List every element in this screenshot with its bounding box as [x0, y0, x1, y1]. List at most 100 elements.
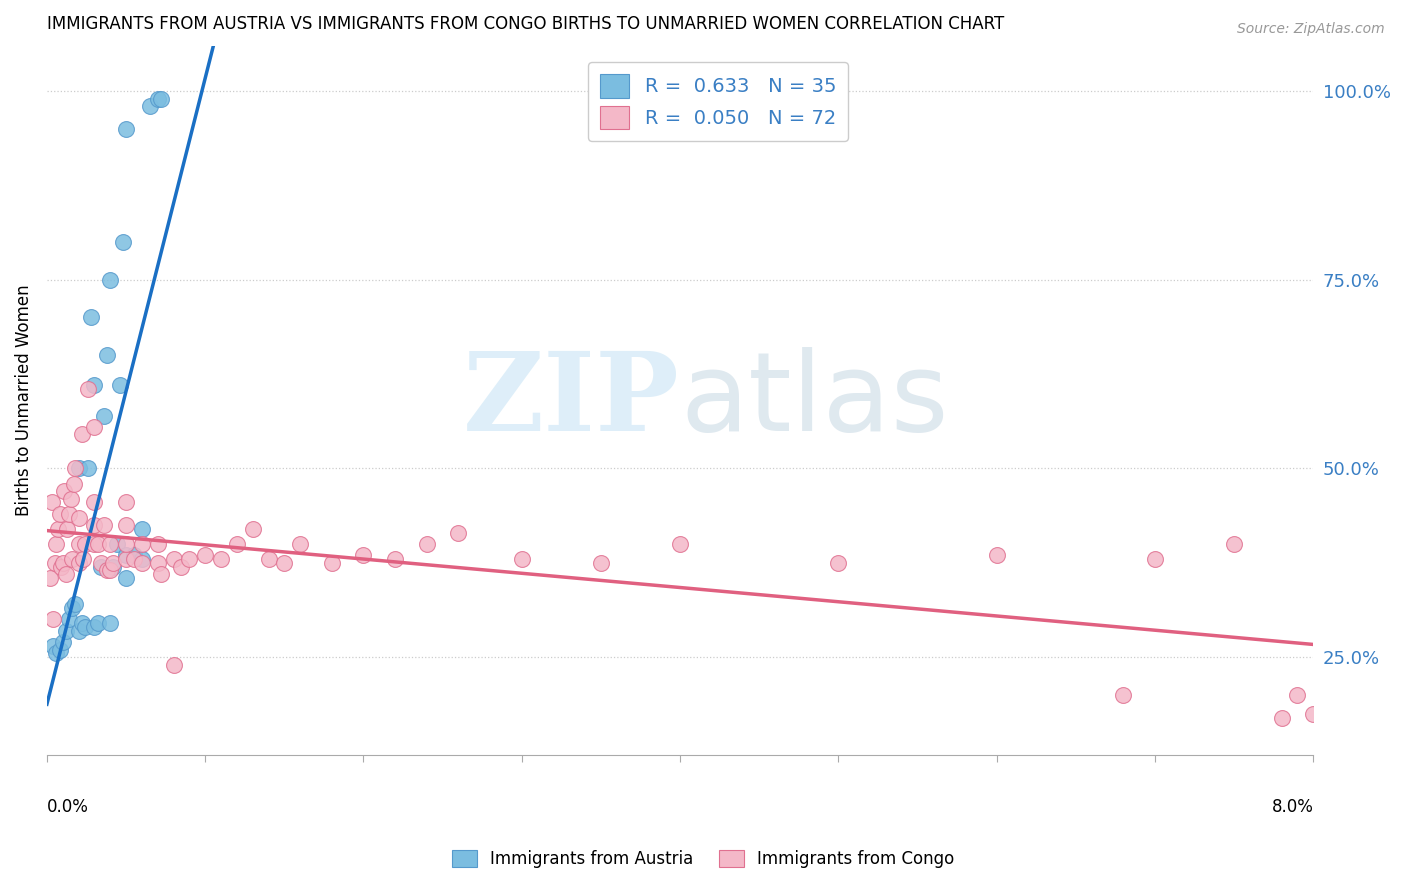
Point: [149, 91, 172, 105]
Point: [384, 552, 406, 566]
Text: atlas: atlas: [681, 347, 949, 454]
Point: [80, 310, 103, 325]
Point: [986, 549, 1008, 563]
Point: [122, 552, 145, 566]
Point: [58, 612, 80, 626]
Point: [52, 635, 75, 649]
Point: [510, 552, 533, 566]
Point: [96, 563, 118, 577]
Point: [53, 484, 76, 499]
Point: [65, 461, 87, 475]
Point: [83, 420, 105, 434]
Point: [55, 624, 77, 638]
Point: [589, 556, 612, 570]
Point: [353, 549, 375, 563]
Point: [103, 559, 125, 574]
Point: [179, 552, 201, 566]
Point: [131, 556, 153, 570]
Point: [98, 563, 121, 577]
Point: [93, 518, 115, 533]
Point: [115, 537, 138, 551]
Point: [42, 639, 65, 653]
Point: [67, 461, 90, 475]
Point: [49, 559, 72, 574]
Point: [108, 378, 131, 392]
Point: [170, 559, 193, 574]
Point: [86, 537, 108, 551]
Text: 0.0%: 0.0%: [46, 798, 89, 816]
Point: [1223, 537, 1246, 551]
Point: [288, 537, 311, 551]
Point: [115, 121, 138, 136]
Point: [105, 537, 128, 551]
Y-axis label: Births to Unmarried Women: Births to Unmarried Women: [15, 285, 32, 516]
Text: IMMIGRANTS FROM AUSTRIA VS IMMIGRANTS FROM CONGO BIRTHS TO UNMARRIED WOMEN CORRE: IMMIGRANTS FROM AUSTRIA VS IMMIGRANTS FR…: [46, 15, 1004, 33]
Point: [1112, 688, 1135, 702]
Point: [194, 549, 217, 563]
Point: [131, 552, 153, 566]
Point: [72, 552, 94, 566]
Point: [48, 642, 70, 657]
Point: [83, 620, 105, 634]
Point: [45, 537, 67, 551]
Point: [447, 525, 470, 540]
Point: [67, 624, 90, 638]
Point: [60, 552, 83, 566]
Point: [416, 537, 439, 551]
Point: [115, 518, 138, 533]
Point: [44, 556, 66, 570]
Point: [45, 647, 67, 661]
Point: [83, 378, 105, 392]
Point: [115, 495, 138, 509]
Point: [111, 235, 134, 249]
Point: [98, 616, 121, 631]
Point: [146, 537, 169, 551]
Point: [62, 476, 84, 491]
Point: [257, 552, 280, 566]
Point: [56, 522, 79, 536]
Point: [42, 612, 65, 626]
Point: [146, 556, 169, 570]
Point: [70, 616, 93, 631]
Point: [1302, 706, 1324, 721]
Point: [149, 567, 172, 582]
Point: [86, 616, 108, 631]
Point: [83, 495, 105, 509]
Point: [122, 549, 145, 563]
Point: [1286, 688, 1309, 702]
Point: [273, 556, 295, 570]
Point: [67, 537, 90, 551]
Point: [55, 567, 77, 582]
Text: ZIP: ZIP: [464, 347, 681, 454]
Point: [48, 507, 70, 521]
Point: [39, 571, 62, 585]
Point: [139, 99, 162, 113]
Point: [65, 598, 87, 612]
Point: [46, 522, 69, 536]
Text: Source: ZipAtlas.com: Source: ZipAtlas.com: [1237, 22, 1385, 37]
Point: [1143, 552, 1166, 566]
Point: [115, 571, 138, 585]
Legend: Immigrants from Austria, Immigrants from Congo: Immigrants from Austria, Immigrants from…: [446, 843, 960, 875]
Point: [77, 382, 100, 396]
Point: [115, 552, 138, 566]
Point: [321, 556, 343, 570]
Point: [90, 556, 112, 570]
Point: [209, 552, 232, 566]
Point: [131, 522, 153, 536]
Point: [90, 559, 112, 574]
Point: [83, 537, 105, 551]
Point: [41, 495, 63, 509]
Point: [52, 556, 75, 570]
Point: [103, 556, 125, 570]
Point: [59, 491, 82, 506]
Point: [827, 556, 849, 570]
Point: [1271, 710, 1294, 724]
Point: [73, 537, 96, 551]
Point: [146, 91, 169, 105]
Legend: R =  0.633   N = 35, R =  0.050   N = 72: R = 0.633 N = 35, R = 0.050 N = 72: [589, 62, 848, 141]
Point: [98, 537, 121, 551]
Point: [58, 507, 80, 521]
Point: [115, 549, 138, 563]
Point: [67, 510, 90, 524]
